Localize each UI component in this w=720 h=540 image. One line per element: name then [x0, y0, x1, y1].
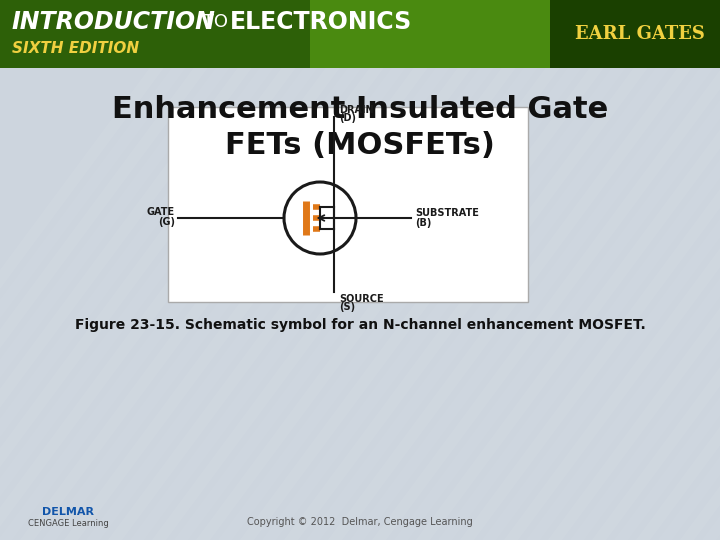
Polygon shape: [680, 0, 720, 540]
Text: SUBSTRATE: SUBSTRATE: [415, 208, 479, 218]
Polygon shape: [0, 0, 390, 540]
Bar: [0, 0, 720, 68]
Text: Figure 23-15. Schematic symbol for an N-channel enhancement MOSFET.: Figure 23-15. Schematic symbol for an N-…: [75, 318, 645, 332]
Text: (D): (D): [339, 113, 356, 123]
Polygon shape: [64, 0, 478, 540]
Polygon shape: [0, 0, 214, 540]
Text: INTRODUCTION: INTRODUCTION: [12, 10, 216, 34]
Text: DRAIN: DRAIN: [339, 105, 374, 115]
Polygon shape: [152, 0, 566, 540]
Text: (B): (B): [415, 218, 431, 228]
Text: (G): (G): [158, 217, 175, 227]
Text: GATE: GATE: [147, 207, 175, 217]
Polygon shape: [416, 0, 720, 540]
Text: FETs (MOSFETs): FETs (MOSFETs): [225, 131, 495, 159]
Text: SIXTH EDITION: SIXTH EDITION: [12, 42, 139, 57]
Polygon shape: [284, 0, 698, 540]
Polygon shape: [0, 0, 258, 540]
Polygon shape: [460, 0, 720, 540]
Text: Copyright © 2012  Delmar, Cengage Learning: Copyright © 2012 Delmar, Cengage Learnin…: [247, 517, 473, 527]
Polygon shape: [636, 0, 720, 540]
Polygon shape: [504, 0, 720, 540]
Text: EARL GATES: EARL GATES: [575, 25, 705, 43]
Bar: [168, 107, 528, 302]
Polygon shape: [0, 0, 302, 540]
Polygon shape: [548, 0, 720, 540]
Polygon shape: [328, 0, 720, 540]
Polygon shape: [20, 0, 434, 540]
Text: TO: TO: [197, 13, 234, 31]
Polygon shape: [0, 0, 346, 540]
Polygon shape: [108, 0, 522, 540]
Text: (S): (S): [339, 302, 355, 312]
Bar: [550, 0, 720, 68]
Text: ELECTRONICS: ELECTRONICS: [230, 10, 413, 34]
Text: SOURCE: SOURCE: [339, 294, 384, 304]
Circle shape: [284, 182, 356, 254]
Polygon shape: [372, 0, 720, 540]
Polygon shape: [592, 0, 720, 540]
Polygon shape: [196, 0, 610, 540]
Bar: [0, 0, 310, 68]
Text: CENGAGE Learning: CENGAGE Learning: [27, 519, 109, 529]
Text: DELMAR: DELMAR: [42, 507, 94, 517]
Polygon shape: [240, 0, 654, 540]
Text: Enhancement Insulated Gate: Enhancement Insulated Gate: [112, 96, 608, 125]
